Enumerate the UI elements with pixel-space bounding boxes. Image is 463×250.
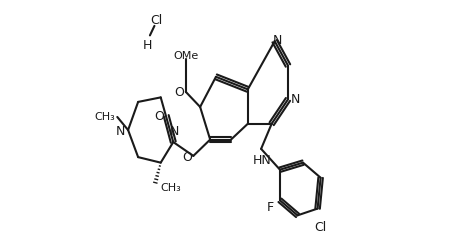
Text: Cl: Cl [314, 220, 327, 233]
Text: N: N [169, 124, 179, 137]
Text: N: N [273, 34, 282, 46]
Text: H: H [143, 38, 152, 52]
Text: Cl: Cl [150, 14, 163, 26]
Text: N: N [116, 124, 125, 137]
Text: N: N [290, 93, 300, 106]
Text: CH₃: CH₃ [160, 182, 181, 192]
Text: O: O [183, 150, 193, 163]
Text: O: O [154, 109, 164, 122]
Text: OMe: OMe [173, 50, 199, 60]
Text: O: O [175, 86, 185, 98]
Text: CH₃: CH₃ [94, 112, 115, 122]
Text: HN: HN [252, 154, 271, 167]
Text: F: F [266, 200, 274, 213]
